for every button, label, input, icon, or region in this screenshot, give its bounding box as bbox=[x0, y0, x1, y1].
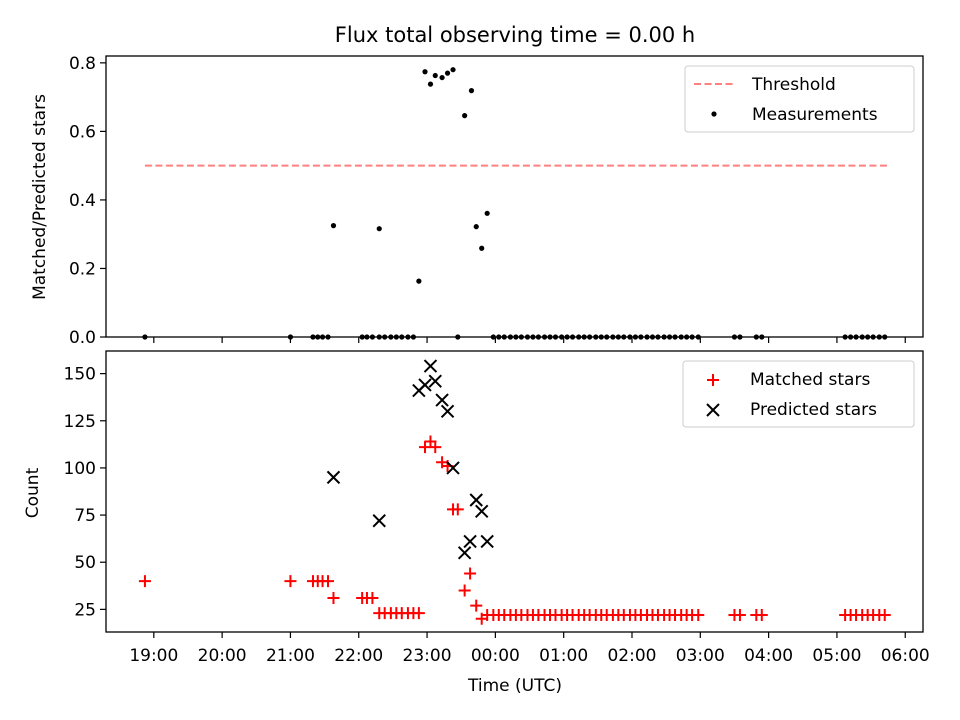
top-y-tick-label: 0.6 bbox=[69, 122, 96, 142]
bottom-panel-marks bbox=[138, 359, 891, 625]
x-tick-label: 00:00 bbox=[471, 646, 520, 666]
top-panel-frame bbox=[105, 55, 924, 338]
measurement-point bbox=[416, 278, 422, 284]
x-tick-label: 04:00 bbox=[744, 646, 793, 666]
measurement-point bbox=[439, 74, 445, 81]
x-tick-label: 01:00 bbox=[539, 646, 588, 666]
measurement-point bbox=[330, 223, 337, 229]
x-tick-label: 03:00 bbox=[676, 646, 725, 666]
x-tick-label: 02:00 bbox=[607, 646, 656, 666]
predicted-star-marker bbox=[440, 404, 455, 419]
bottom-legend-box bbox=[682, 360, 915, 428]
bottom-y-tick-label: 50 bbox=[74, 553, 96, 573]
top-y-axis: 0.0 0.2 0.4 0.6 0.8 bbox=[69, 54, 106, 348]
measurement-point bbox=[484, 210, 490, 216]
predicted-star-marker bbox=[475, 504, 489, 519]
measurement-point bbox=[462, 113, 468, 119]
top-y-tick-label: 0.4 bbox=[69, 191, 96, 211]
measurements-legend-label: Measurements bbox=[752, 105, 878, 125]
predicted-star-marker bbox=[446, 461, 460, 475]
top-y-tick-label: 0.2 bbox=[69, 259, 96, 279]
measurement-point bbox=[468, 88, 475, 94]
top-legend[interactable]: Threshold Measurements bbox=[684, 65, 915, 133]
top-panel: 0.00.20.40.60.8 Matched/Predicted stars … bbox=[30, 54, 924, 348]
threshold-legend-label: Threshold bbox=[751, 75, 836, 95]
bottom-x-axis: 19:00 20:00 21:00 22:00 23:00 00:00 01:00 02:00… bbox=[129, 632, 930, 666]
top-legend-box bbox=[684, 65, 915, 133]
measurement-point bbox=[427, 81, 434, 87]
matched-star-marker bbox=[755, 609, 768, 622]
measurement-point bbox=[432, 72, 438, 79]
bottom-y-tick-label: 150 bbox=[64, 365, 96, 385]
x-tick-label: 21:00 bbox=[266, 646, 315, 666]
predicted-star-marker bbox=[423, 359, 438, 373]
measurement-point bbox=[479, 245, 485, 251]
matched-star-marker bbox=[429, 441, 442, 454]
matched-star-marker bbox=[419, 441, 432, 454]
predicted-star-marker bbox=[372, 514, 386, 528]
matched-star-marker bbox=[366, 592, 379, 605]
measurement-point bbox=[473, 224, 479, 230]
bottom-y-axis: 25 50 75 100 125 150 bbox=[64, 365, 106, 620]
matched-star-marker bbox=[412, 607, 425, 620]
matched-star-marker bbox=[470, 599, 483, 612]
predicted-star-marker bbox=[480, 534, 494, 549]
measurement-point bbox=[376, 226, 382, 232]
bottom-panel: 25 50 75 100 125 150 19:00 20:00 21:00 22:00 23:0… bbox=[23, 350, 930, 696]
bottom-y-tick-label: 75 bbox=[74, 506, 96, 526]
bottom-y-tick-label: 25 bbox=[74, 600, 96, 620]
bottom-panel-frame bbox=[105, 350, 924, 633]
top-y-tick-label: 0.8 bbox=[69, 54, 96, 74]
top-y-axis-label: Matched/Predicted stars bbox=[30, 94, 50, 300]
measurement-point bbox=[450, 67, 456, 73]
x-tick-label: 22:00 bbox=[334, 646, 383, 666]
chart-title: Flux total observing time = 0.00 h bbox=[335, 23, 695, 47]
predicted-star-marker bbox=[463, 534, 477, 549]
matched-star-marker bbox=[692, 609, 705, 622]
matched-stars-legend-label: Matched stars bbox=[750, 370, 870, 390]
top-y-tick-label: 0.0 bbox=[69, 328, 96, 348]
x-tick-label: 06:00 bbox=[881, 646, 930, 666]
matched-star-marker bbox=[322, 575, 335, 588]
bottom-y-axis-label: Count bbox=[23, 467, 43, 518]
matched-star-marker bbox=[451, 503, 464, 516]
measurement-point bbox=[444, 70, 451, 76]
x-tick-label: 23:00 bbox=[403, 646, 452, 666]
x-axis-label: Time (UTC) bbox=[467, 676, 562, 696]
predicted-star-marker bbox=[457, 546, 472, 560]
predicted-stars-legend-swatch bbox=[706, 403, 720, 417]
top-panel-marks bbox=[142, 67, 889, 340]
matched-stars-legend-swatch bbox=[707, 374, 719, 386]
bottom-legend[interactable]: Matched stars Predicted stars bbox=[682, 360, 915, 428]
matched-star-marker bbox=[878, 609, 891, 622]
matched-star-marker bbox=[458, 584, 471, 597]
predicted-star-marker bbox=[469, 493, 483, 507]
measurement-point bbox=[422, 69, 428, 75]
matched-star-marker bbox=[284, 575, 297, 588]
matched-star-marker bbox=[464, 567, 477, 580]
predicted-star-marker bbox=[428, 374, 442, 388]
top-x-ticks bbox=[153, 337, 906, 343]
predicted-star-marker bbox=[435, 393, 449, 407]
predicted-star-marker bbox=[418, 378, 432, 392]
matched-star-marker bbox=[138, 575, 151, 588]
bottom-y-tick-label: 100 bbox=[64, 459, 96, 479]
bottom-y-tick-label: 125 bbox=[64, 412, 96, 432]
predicted-stars-legend-label: Predicted stars bbox=[750, 400, 877, 420]
matched-star-marker bbox=[733, 609, 746, 622]
x-tick-label: 20:00 bbox=[198, 646, 247, 666]
x-tick-label: 19:00 bbox=[129, 646, 178, 666]
measurements-legend-swatch bbox=[711, 111, 717, 117]
x-tick-label: 05:00 bbox=[812, 646, 861, 666]
predicted-star-marker bbox=[326, 470, 341, 485]
matched-star-marker bbox=[327, 592, 340, 605]
